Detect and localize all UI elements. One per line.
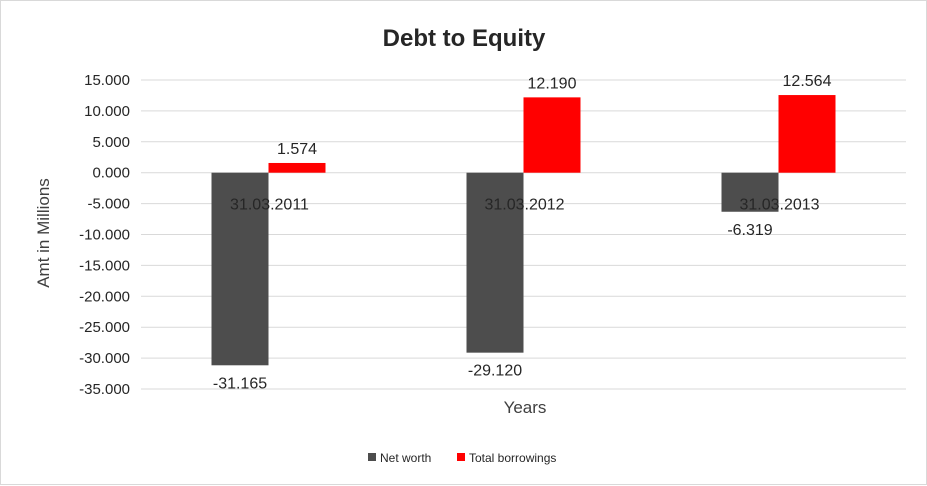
category-label: 31.03.2011 (230, 197, 309, 214)
chart-title: Debt to Equity (383, 25, 546, 52)
y-tick-label: -35.000 (79, 381, 130, 398)
y-tick-label: -15.000 (79, 257, 130, 274)
legend-label: Net worth (380, 451, 431, 465)
total-borrowings-bar (778, 95, 836, 173)
y-tick-label: 10.000 (84, 103, 130, 120)
legend-label: Total borrowings (469, 451, 556, 465)
legend: Net worth Total borrowings (368, 451, 556, 465)
net-worth-bar (211, 172, 269, 366)
total-borrowings-bar (268, 162, 326, 173)
legend-swatch (368, 453, 376, 461)
y-tick-label: -10.000 (79, 227, 130, 244)
legend-swatch (457, 453, 465, 461)
data-label: -31.165 (213, 375, 267, 392)
category-labels: 31.03.2011 31.03.2012 31.03.2013 (230, 197, 820, 214)
y-axis-ticks: 15.000 10.000 5.000 0.000 -5.000 -10.000 -15.0… (79, 72, 130, 398)
net-worth-bar (466, 172, 524, 353)
category-label: 31.03.2013 (739, 197, 819, 214)
y-tick-label: -30.000 (79, 350, 130, 367)
y-tick-label: -5.000 (87, 196, 130, 213)
data-label: 1.574 (277, 141, 317, 158)
data-labels: -31.165 1.574 -29.120 12.190 -6.319 12.564 (213, 73, 832, 392)
data-label: -29.120 (468, 363, 522, 380)
y-tick-label: 0.000 (92, 165, 130, 182)
x-axis-title: Years (504, 398, 547, 417)
data-label: 12.564 (783, 73, 832, 90)
data-label: 12.190 (528, 75, 577, 92)
y-axis-title: Amt in Millions (34, 178, 53, 288)
bars (211, 95, 836, 366)
data-label: -6.319 (727, 222, 772, 239)
y-tick-label: 15.000 (84, 72, 130, 89)
total-borrowings-bar (523, 97, 581, 173)
y-tick-label: -20.000 (79, 288, 130, 305)
net-worth-bar (721, 172, 779, 212)
y-tick-label: -25.000 (79, 319, 130, 336)
category-label: 31.03.2012 (484, 197, 564, 214)
y-tick-label: 5.000 (92, 134, 130, 151)
